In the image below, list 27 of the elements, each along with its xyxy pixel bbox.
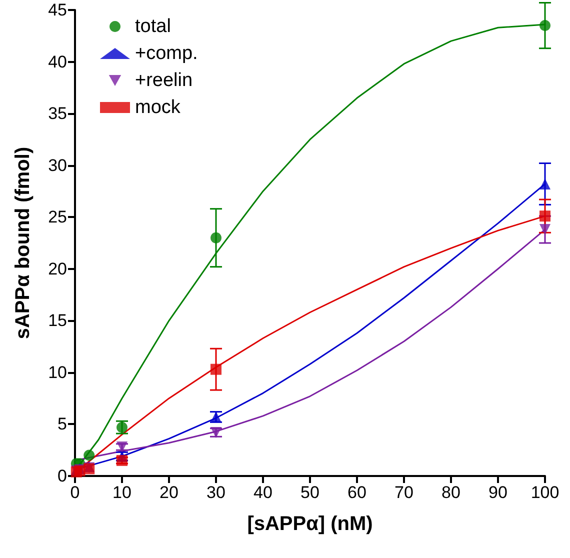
- x-tick-label: 30: [206, 483, 226, 502]
- y-axis-title: sAPPα bound (fmol): [12, 146, 34, 340]
- x-tick-label: 10: [112, 483, 132, 502]
- x-tick-label: 40: [254, 483, 272, 502]
- x-tick-label: 60: [348, 483, 366, 502]
- x-tick-label: 20: [160, 483, 178, 502]
- y-tick-label: 25: [48, 208, 67, 227]
- x-tick-label: 0: [70, 483, 80, 502]
- y-tick-label: 45: [48, 0, 67, 20]
- y-tick-label: 40: [48, 52, 67, 72]
- x-axis-title: [sAPPα] (nM): [247, 513, 373, 535]
- y-tick-label: 10: [48, 362, 67, 382]
- y-tick-label: 15: [48, 311, 67, 330]
- legend-label: mock: [135, 97, 181, 118]
- legend-label: total: [135, 16, 171, 37]
- y-tick-label: 30: [48, 156, 67, 175]
- x-tick-label: 50: [300, 483, 320, 502]
- x-tick-label: 90: [488, 483, 508, 502]
- y-tick-label: 0: [58, 466, 67, 486]
- x-tick-label: 100: [530, 483, 560, 502]
- x-tick-label: 80: [442, 483, 460, 502]
- y-tick-label: 35: [48, 104, 67, 124]
- y-tick-label: 5: [58, 414, 67, 434]
- x-tick-label: 70: [394, 483, 414, 502]
- legend-label: +reelin: [135, 70, 193, 91]
- y-tick-label: 20: [48, 259, 67, 278]
- legend-label: +comp.: [135, 43, 198, 64]
